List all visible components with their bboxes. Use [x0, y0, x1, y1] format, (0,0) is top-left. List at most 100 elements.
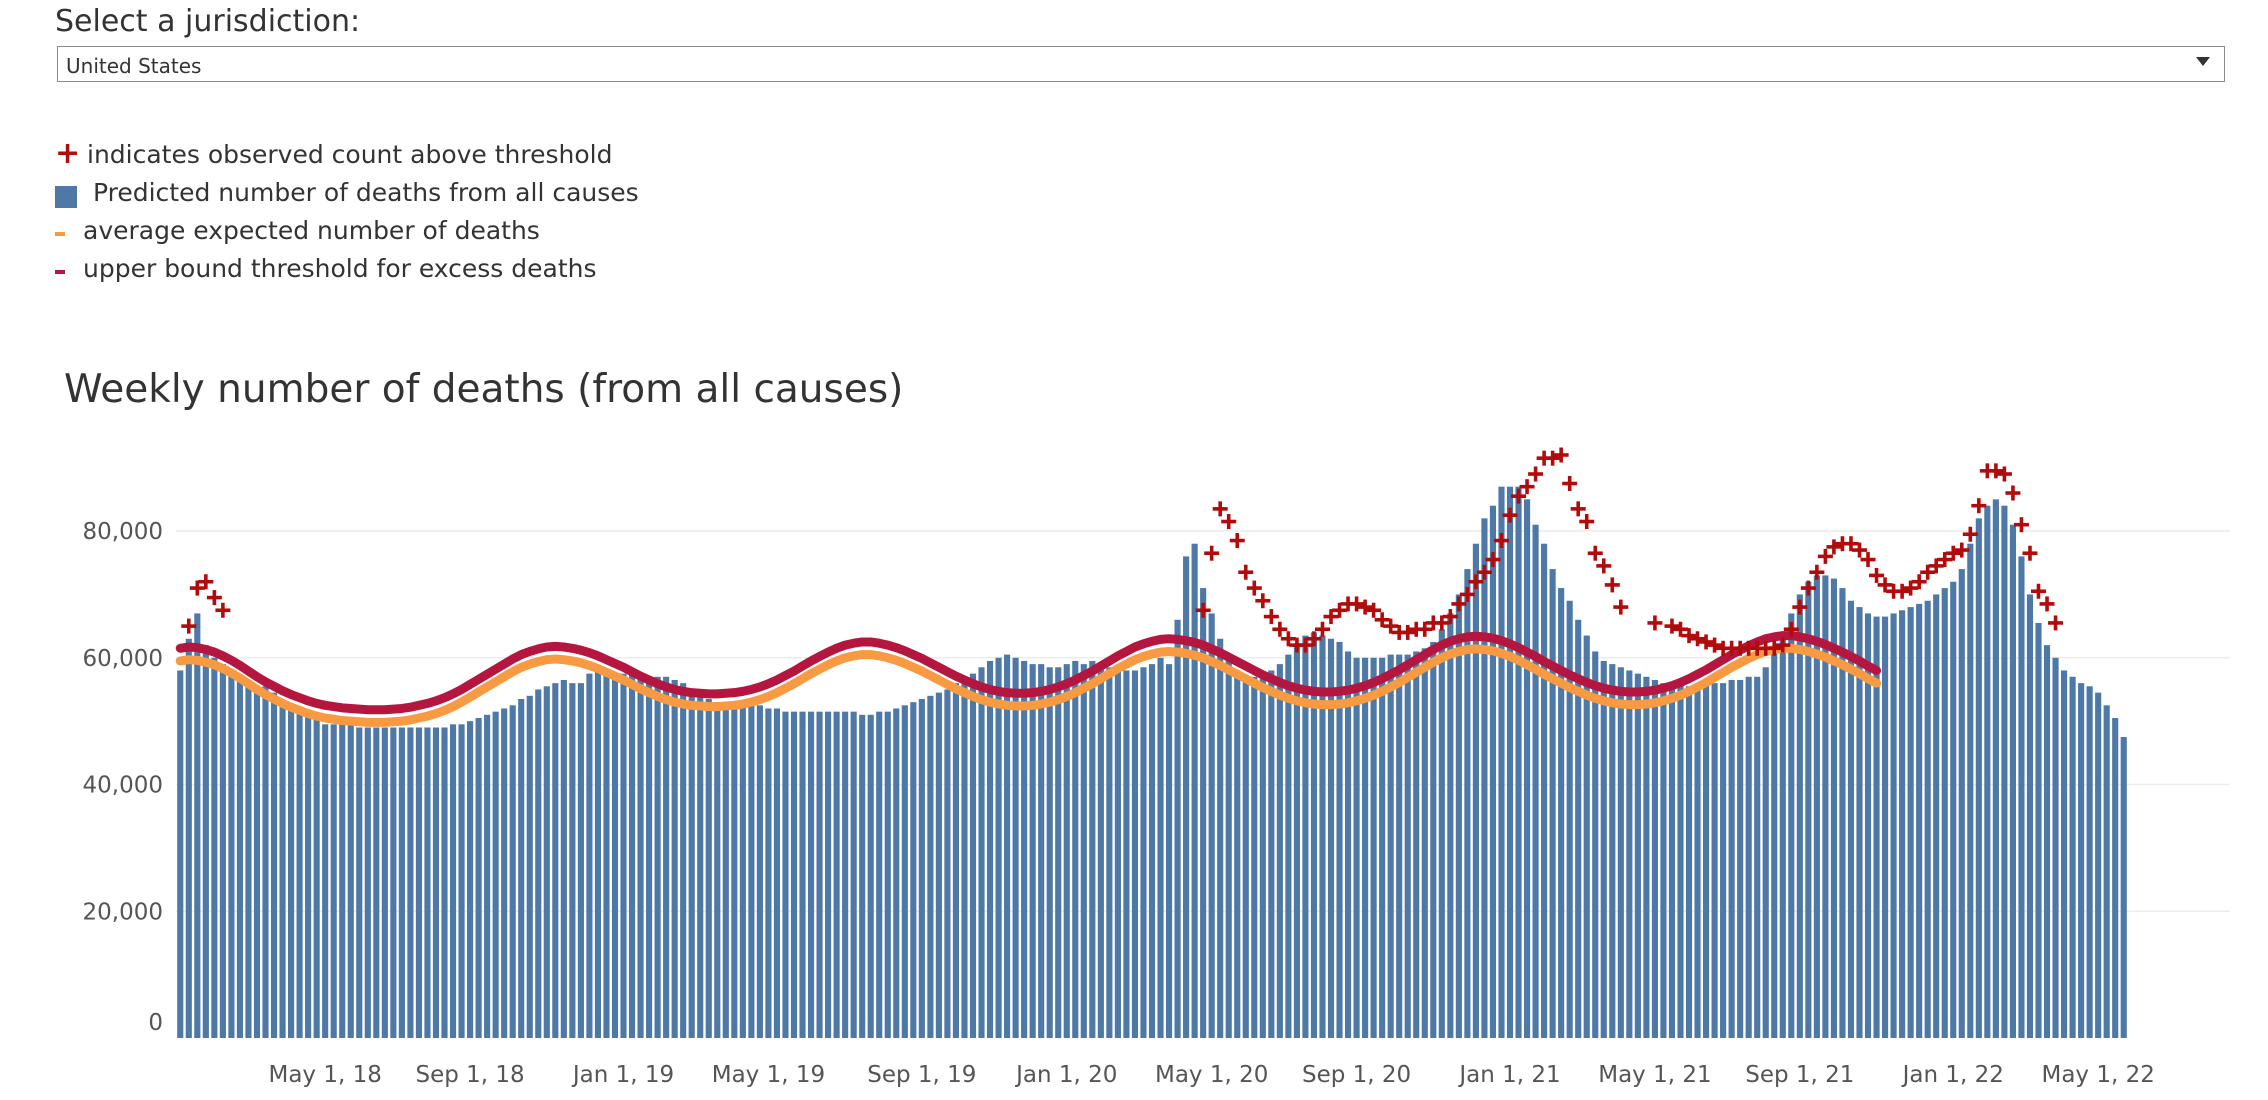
bar: [1200, 588, 1207, 1038]
bar: [1251, 676, 1258, 1038]
bar: [2103, 705, 2110, 1038]
bar: [2120, 736, 2127, 1038]
bar: [1157, 657, 1164, 1038]
bar: [2052, 657, 2059, 1038]
bar: [1080, 664, 1087, 1038]
plus-marker: [1869, 567, 1885, 583]
bar: [253, 686, 261, 1038]
plus-marker: [1928, 558, 1944, 574]
plus-marker: [181, 618, 197, 634]
plus-marker: [1221, 514, 1237, 530]
bar: [927, 695, 934, 1038]
plus-marker: [1246, 580, 1262, 596]
square-icon: [55, 186, 77, 208]
plus-marker: [1800, 580, 1816, 596]
bar: [518, 698, 525, 1038]
plus-marker: [1937, 552, 1953, 568]
bar: [1600, 660, 1607, 1038]
plus-marker: [1672, 621, 1688, 637]
x-tick-label: Sep 1, 21: [1745, 1062, 1854, 1088]
bar: [1558, 588, 1565, 1038]
plus-marker: [1255, 593, 1271, 609]
bar: [1072, 660, 1079, 1038]
chevron-down-icon[interactable]: [2196, 57, 2210, 66]
plus-marker: [2013, 517, 2029, 533]
bar: [1532, 524, 1539, 1038]
bar: [969, 673, 977, 1038]
bar: [1336, 641, 1343, 1038]
plus-marker: [189, 580, 205, 596]
bar: [2009, 524, 2016, 1038]
bar: [1447, 613, 1454, 1038]
bar: [1097, 664, 1104, 1038]
bar-series: [177, 486, 2127, 1038]
bar: [628, 673, 636, 1038]
bar: [1890, 613, 1897, 1038]
bar: [1131, 670, 1139, 1038]
bar: [1123, 670, 1130, 1038]
bar: [1916, 603, 1923, 1038]
bar: [2026, 594, 2034, 1038]
bar: [1362, 657, 1369, 1038]
plus-marker: [2005, 485, 2021, 501]
plus-marker: [1229, 533, 1245, 549]
bar: [1021, 660, 1028, 1038]
bar: [1626, 670, 1633, 1038]
plus-marker: [1843, 536, 1859, 552]
plus-marker: [1775, 637, 1791, 653]
bar: [1302, 635, 1309, 1038]
bar: [1549, 569, 1556, 1038]
plus-marker: [215, 602, 231, 618]
bar: [1430, 641, 1437, 1038]
plus-marker: [1962, 526, 1978, 542]
bar: [884, 711, 891, 1038]
bar: [1822, 575, 1829, 1038]
bar: [1344, 651, 1352, 1038]
bar: [739, 702, 746, 1038]
plus-marker: [1954, 542, 1970, 558]
plus-marker: [1332, 602, 1348, 618]
bar: [373, 727, 380, 1038]
bar: [611, 673, 619, 1038]
bar: [1370, 657, 1377, 1038]
bar: [1975, 518, 1982, 1038]
bar: [279, 705, 286, 1038]
bar: [339, 724, 346, 1038]
bar: [671, 679, 678, 1038]
bar: [509, 705, 516, 1038]
plus-marker: [1485, 552, 1501, 568]
bar: [492, 711, 499, 1038]
y-tick-label: 40,000: [83, 773, 163, 799]
jurisdiction-select[interactable]: United States: [57, 46, 2225, 82]
plus-marker: [1903, 580, 1919, 596]
bar: [1327, 638, 1335, 1038]
plus-marker: [2030, 583, 2046, 599]
bar: [424, 727, 431, 1038]
bar: [1899, 610, 1906, 1038]
bar: [1498, 486, 1505, 1038]
plus-marker: [1212, 501, 1228, 517]
bar: [1907, 607, 1914, 1038]
x-tick-label: Sep 1, 20: [1302, 1062, 1411, 1088]
plus-marker: [1272, 621, 1288, 637]
bar: [1489, 505, 1497, 1038]
bar: [1012, 657, 1019, 1038]
dash-icon: [55, 270, 65, 274]
plus-marker: [1698, 634, 1714, 650]
bar: [2069, 676, 2076, 1038]
plus-marker: [1596, 558, 1612, 574]
bar: [1089, 660, 1096, 1038]
bar: [1396, 654, 1403, 1038]
plus-marker: [1553, 447, 1569, 463]
bar: [2086, 686, 2093, 1038]
bar: [637, 676, 644, 1038]
bar: [322, 724, 329, 1038]
bar: [1310, 632, 1318, 1038]
bar: [1771, 651, 1778, 1038]
bar: [185, 638, 192, 1038]
bar: [1225, 657, 1232, 1038]
plus-marker: [1442, 609, 1458, 625]
bar: [1873, 616, 1880, 1038]
bar: [1728, 679, 1735, 1038]
